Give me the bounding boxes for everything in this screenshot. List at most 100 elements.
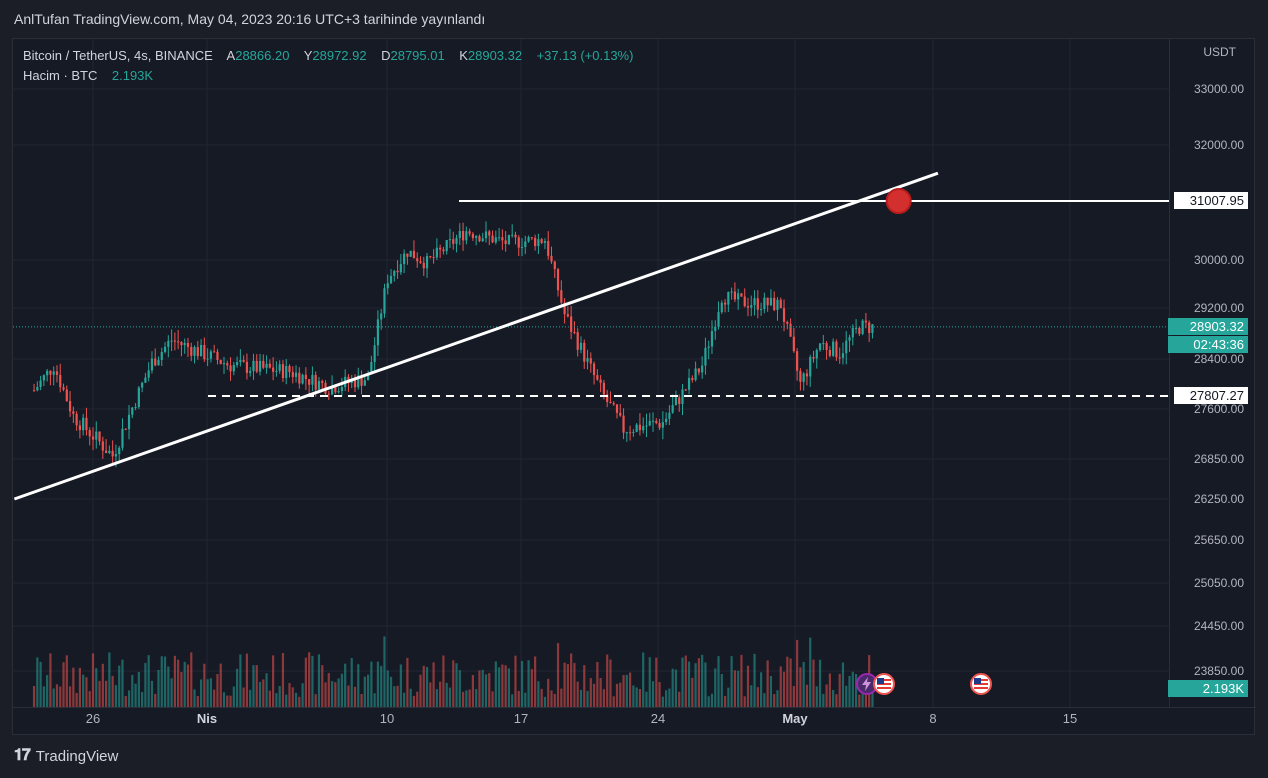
volume-bar — [357, 664, 360, 707]
volume-bar — [540, 688, 543, 707]
volume-bar — [543, 696, 547, 707]
candle-body — [72, 411, 75, 414]
candle-body — [213, 351, 216, 353]
candle-body — [583, 342, 586, 362]
legend-open: 28866.20 — [235, 48, 290, 63]
published-note: AnlTufan TradingView.com, May 04, 2023 2… — [14, 11, 486, 27]
event-us-flag-icon[interactable] — [970, 673, 992, 695]
legend-change: +37.13 (+0.13%) — [536, 48, 634, 63]
footer[interactable]: 𝟏𝟕 TradingView — [14, 747, 118, 765]
volume-bar — [452, 660, 455, 707]
volume-bar — [281, 653, 285, 707]
volume-bar — [668, 688, 671, 707]
candle-body — [733, 291, 736, 300]
volume-bar — [298, 696, 301, 707]
volume-bar — [59, 686, 62, 707]
candle-body — [750, 305, 753, 308]
price-tick-label: 25050.00 — [1193, 576, 1244, 590]
candle-body — [658, 423, 661, 428]
volume-bar — [455, 663, 458, 707]
volume-bar — [792, 686, 795, 707]
time-tick-label: 26 — [85, 711, 101, 726]
volume-bar — [229, 695, 232, 707]
candle-body — [455, 237, 458, 244]
candle-body — [629, 432, 632, 434]
candle-body — [632, 431, 635, 433]
candle-body — [281, 364, 285, 379]
candle-body — [475, 236, 478, 239]
volume-bar — [619, 682, 622, 707]
candle-body — [684, 389, 687, 391]
volume-bar — [848, 675, 851, 707]
volume-bar — [111, 675, 114, 707]
volume-bar — [488, 673, 491, 707]
volume-bar — [461, 691, 465, 707]
candle-body — [98, 431, 101, 442]
volume-bar — [687, 661, 691, 707]
volume-bar — [822, 693, 825, 707]
volume-bar — [799, 667, 802, 707]
volume-bar — [445, 682, 448, 707]
volume-bar — [720, 674, 723, 707]
volume-bar — [265, 673, 268, 707]
candle-body — [507, 234, 511, 245]
volume-bar — [835, 694, 838, 707]
candle-body — [245, 361, 249, 373]
candle-body — [661, 422, 664, 428]
candle-body — [124, 428, 127, 430]
volume-bar — [190, 652, 193, 707]
countdown-tag: 02:43:36 — [1168, 336, 1248, 353]
candle-body — [226, 363, 229, 366]
volume-bar — [72, 667, 75, 707]
candle-body — [609, 401, 612, 404]
volume-bar — [638, 689, 642, 707]
volume-bar — [268, 690, 271, 707]
volume-bar — [373, 693, 376, 707]
volume-bar — [478, 670, 481, 707]
candle-body — [635, 424, 638, 432]
candle-body — [393, 270, 396, 276]
event-us-flag-icon[interactable] — [873, 673, 895, 695]
volume-bar — [213, 689, 216, 707]
candle-body — [186, 343, 190, 347]
volume-bar — [272, 655, 275, 707]
volume-bar — [851, 671, 854, 707]
candle-body — [835, 341, 838, 358]
candle-body — [494, 237, 497, 243]
volume-bar — [766, 660, 769, 707]
candle-body — [737, 293, 740, 300]
volume-bar — [275, 693, 278, 707]
candle-body — [190, 346, 193, 356]
volume-bar — [448, 687, 452, 707]
volume-bar — [717, 656, 720, 707]
candle-body — [353, 379, 357, 388]
candle-body — [42, 375, 45, 381]
candle-body — [805, 373, 809, 377]
volume-bar — [651, 681, 655, 707]
volume-bar — [442, 655, 445, 707]
volume-bar — [65, 655, 68, 707]
candle-body — [723, 302, 727, 305]
candle-body — [809, 357, 812, 377]
candle-body — [458, 230, 461, 238]
volume-bar — [311, 655, 314, 707]
legend-volume-row: Hacim · BTC 2.193K — [23, 66, 633, 86]
volume-bar — [68, 686, 72, 707]
volume-bar — [815, 686, 818, 707]
chart-frame[interactable]: Bitcoin / TetherUS, 4s, BINANCE A28866.2… — [12, 38, 1256, 736]
volume-bar — [471, 675, 474, 707]
volume-bar — [416, 691, 419, 707]
volume-bar — [645, 691, 648, 707]
volume-bar — [556, 643, 560, 707]
volume-bar — [678, 691, 681, 707]
volume-bar — [124, 696, 127, 707]
candle-body — [55, 371, 59, 375]
volume-bar — [209, 678, 212, 707]
candle-body — [592, 363, 596, 376]
candle-body — [773, 297, 776, 310]
candle-body — [602, 382, 605, 395]
volume-bar — [769, 676, 773, 707]
chart-plot[interactable] — [13, 39, 1256, 736]
volume-bar — [393, 686, 396, 707]
volume-bar — [642, 652, 645, 707]
